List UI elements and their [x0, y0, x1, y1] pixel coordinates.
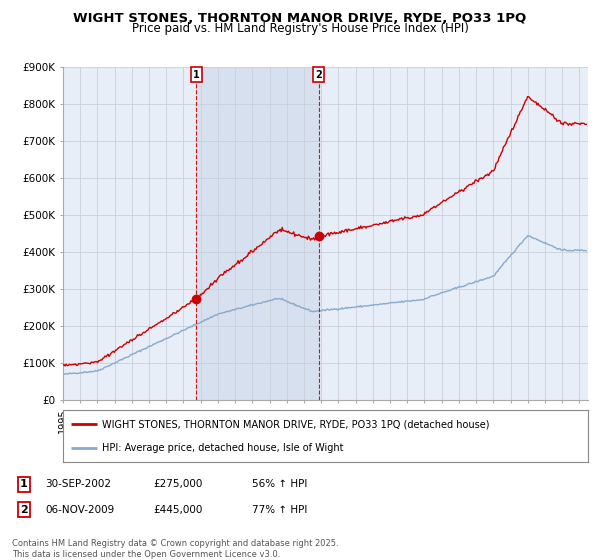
Text: 1: 1 — [20, 479, 28, 489]
Bar — [196, 67, 319, 400]
Text: WIGHT STONES, THORNTON MANOR DRIVE, RYDE, PO33 1PQ: WIGHT STONES, THORNTON MANOR DRIVE, RYDE… — [73, 12, 527, 25]
Text: WIGHT STONES, THORNTON MANOR DRIVE, RYDE, PO33 1PQ (detached house): WIGHT STONES, THORNTON MANOR DRIVE, RYDE… — [103, 419, 490, 430]
Text: £445,000: £445,000 — [153, 505, 202, 515]
Text: Price paid vs. HM Land Registry's House Price Index (HPI): Price paid vs. HM Land Registry's House … — [131, 22, 469, 35]
Text: 30-SEP-2002: 30-SEP-2002 — [45, 479, 111, 489]
Text: 2: 2 — [20, 505, 28, 515]
Text: 56% ↑ HPI: 56% ↑ HPI — [252, 479, 307, 489]
Text: 1: 1 — [193, 69, 200, 80]
Text: 2: 2 — [315, 69, 322, 80]
Text: 06-NOV-2009: 06-NOV-2009 — [45, 505, 114, 515]
Text: 77% ↑ HPI: 77% ↑ HPI — [252, 505, 307, 515]
Text: HPI: Average price, detached house, Isle of Wight: HPI: Average price, detached house, Isle… — [103, 443, 344, 453]
Text: £275,000: £275,000 — [153, 479, 202, 489]
Text: Contains HM Land Registry data © Crown copyright and database right 2025.
This d: Contains HM Land Registry data © Crown c… — [12, 539, 338, 559]
